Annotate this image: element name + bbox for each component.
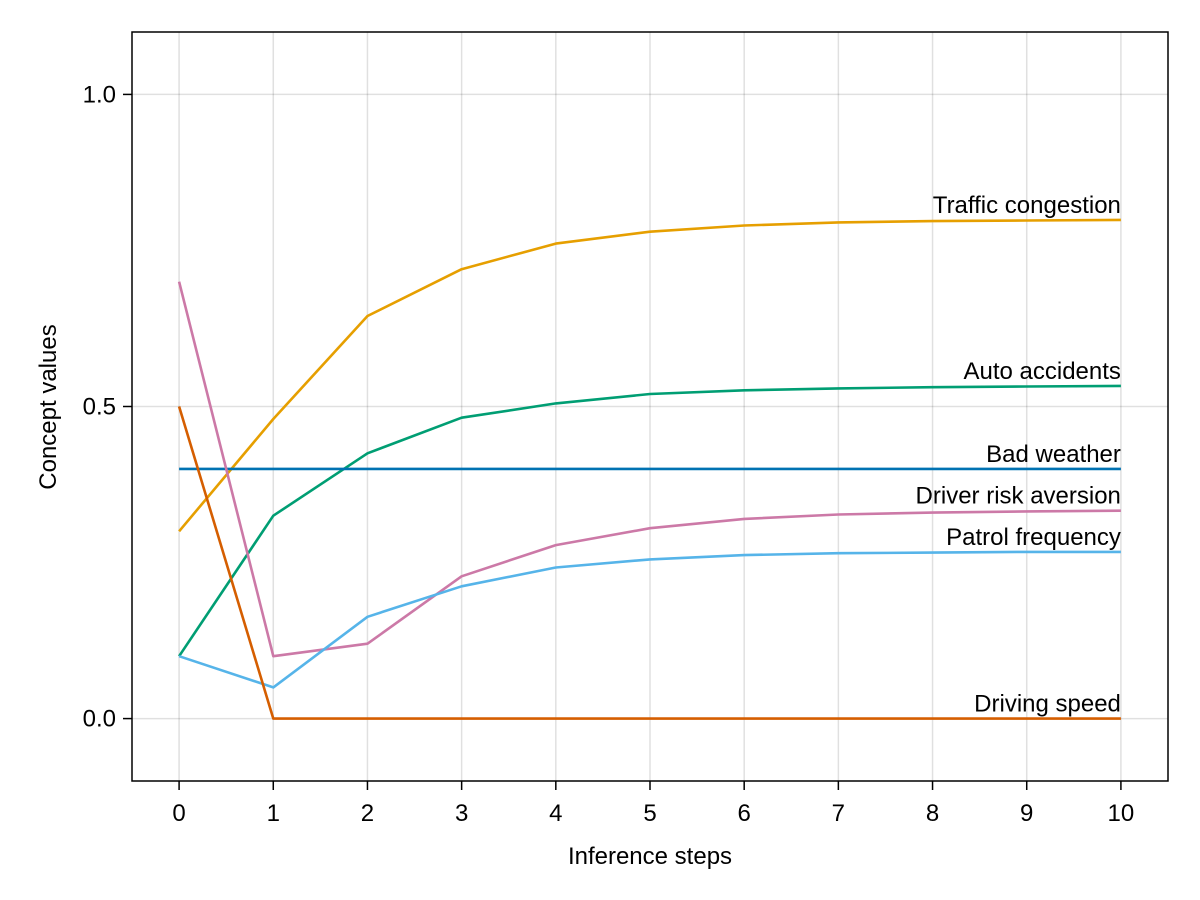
series-label-driver-risk-aversion: Driver risk aversion: [916, 483, 1121, 510]
series-label-driving-speed: Driving speed: [974, 691, 1121, 718]
x-tick-label: 7: [832, 800, 845, 827]
tick-layer: 0 1 2 3 4 5 6 7 8 9 10 0.0 0.5 1.0: [83, 81, 1135, 827]
x-tick-label: 0: [172, 800, 185, 827]
x-tick-label: 9: [1020, 800, 1033, 827]
series-line-driver-risk-aversion: [177, 281, 1121, 658]
y-tick-label: 1.0: [83, 81, 116, 108]
x-tick-label: 3: [455, 800, 468, 827]
series-label-layer: Traffic congestion Auto accidents Bad weat…: [916, 192, 1121, 718]
x-tick-label: 10: [1108, 800, 1135, 827]
series-line-auto-accidents: [178, 384, 1121, 657]
x-tick-label: 8: [926, 800, 939, 827]
series-line-driving-speed: [177, 406, 1121, 720]
series-line-traffic-congestion: [178, 218, 1121, 533]
y-tick-label: 0.0: [83, 706, 116, 733]
y-tick-label: 0.5: [83, 394, 116, 421]
grid-layer: [132, 32, 1168, 781]
x-tick-label: 4: [549, 800, 562, 827]
series-layer: [177, 218, 1121, 720]
series-label-patrol-frequency: Patrol frequency: [946, 524, 1121, 551]
x-axis-title: Inference steps: [568, 843, 732, 870]
x-tick-label: 6: [738, 800, 751, 827]
y-axis-title: Concept values: [35, 324, 62, 489]
series-line-patrol-frequency: [178, 550, 1121, 689]
x-tick-label: 5: [643, 800, 656, 827]
series-label-bad-weather: Bad weather: [986, 441, 1121, 468]
x-tick-label: 1: [267, 800, 280, 827]
series-label-auto-accidents: Auto accidents: [963, 358, 1120, 385]
x-tick-label: 2: [361, 800, 374, 827]
series-label-traffic-congestion: Traffic congestion: [933, 192, 1121, 219]
